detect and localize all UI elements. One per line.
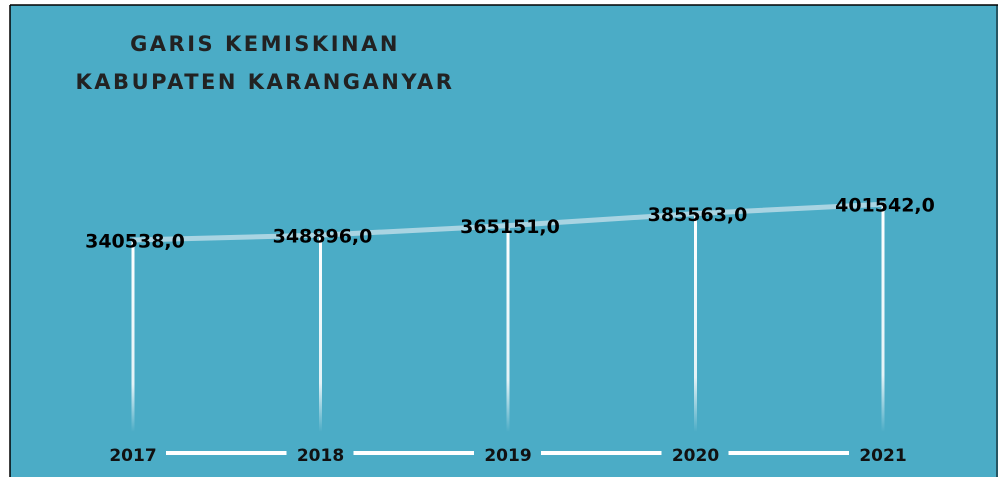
- data-label: 385563,0: [648, 204, 748, 226]
- x-tick-label: 2020: [672, 446, 719, 466]
- data-label: 401542,0: [835, 195, 935, 217]
- chart-title: GARIS KEMISKINAN: [130, 32, 400, 56]
- data-label: 340538,0: [85, 231, 185, 253]
- data-line: [130, 201, 886, 243]
- chart-title: KABUPATEN KARANGANYAR: [76, 70, 455, 94]
- x-tick-label: 2017: [109, 446, 156, 466]
- x-tick-label: 2021: [859, 446, 906, 466]
- data-label: 365151,0: [460, 216, 560, 238]
- data-label: 348896,0: [273, 226, 373, 248]
- drop-line: [881, 204, 885, 432]
- x-tick-label: 2019: [484, 446, 531, 466]
- drop-line: [506, 225, 510, 432]
- drop-line: [131, 240, 135, 432]
- drop-line: [694, 213, 697, 432]
- x-tick-label: 2018: [297, 446, 344, 466]
- drop-line: [319, 235, 322, 432]
